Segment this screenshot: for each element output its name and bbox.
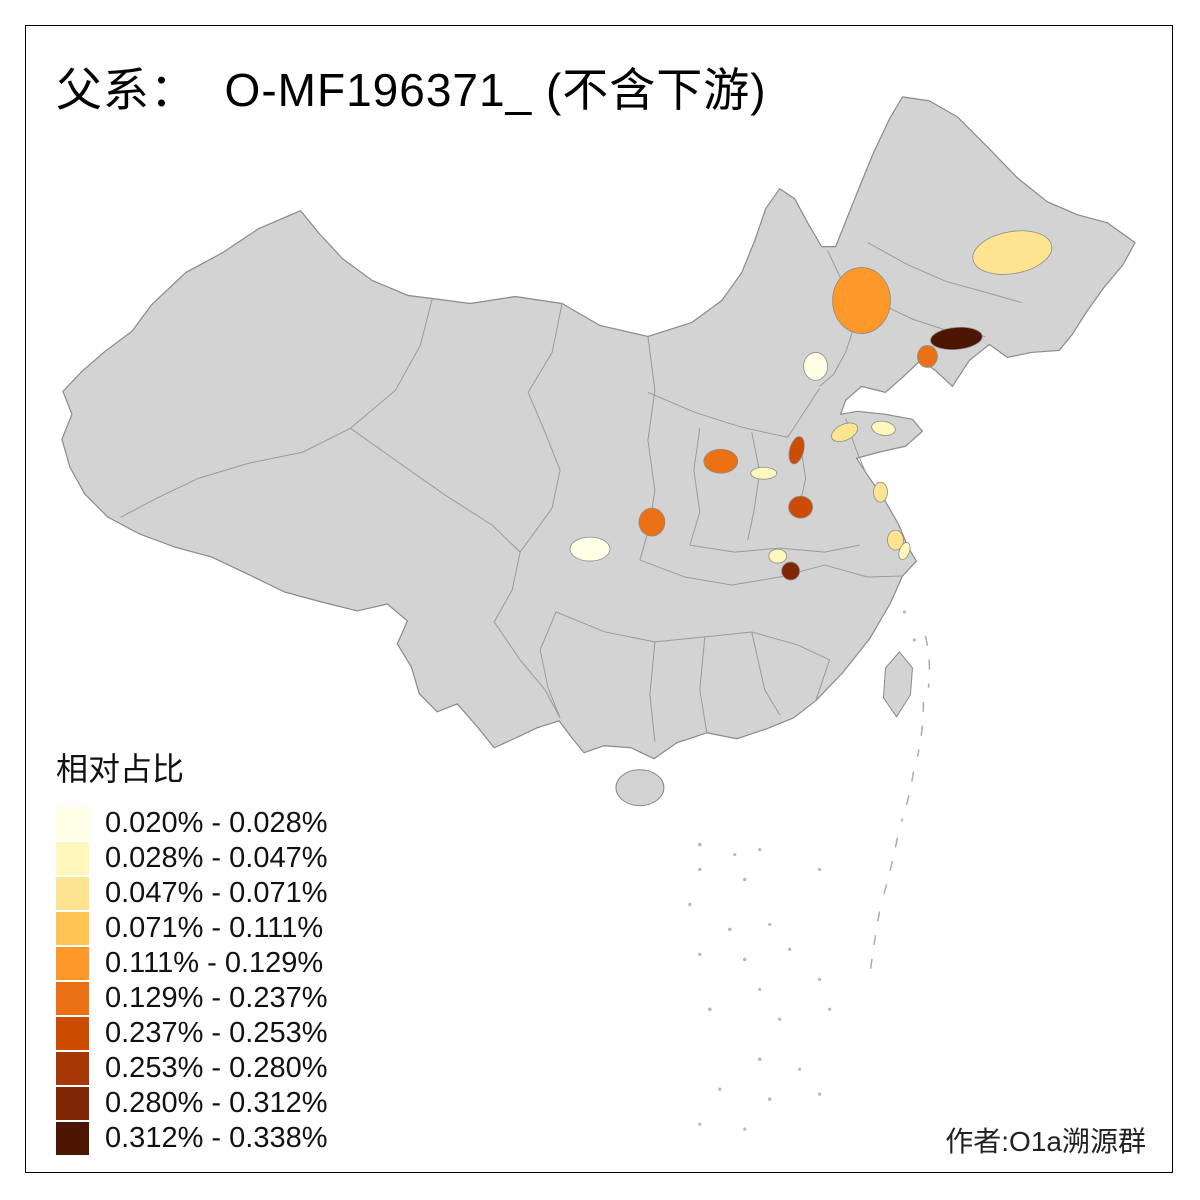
- highlight-region: [972, 230, 1053, 275]
- legend-label: 0.020% - 0.028%: [105, 806, 328, 839]
- legend-label: 0.071% - 0.111%: [105, 911, 324, 944]
- china-mainland: [61, 96, 1136, 760]
- highlight-region: [703, 448, 739, 474]
- south-china-sea-islands: [688, 610, 917, 1131]
- legend-rows: 0.020% - 0.028% 0.028% - 0.047% 0.047% - 0…: [56, 806, 327, 1155]
- legend-row: 0.020% - 0.028%: [56, 806, 327, 840]
- legend-label: 0.129% - 0.237%: [105, 981, 328, 1014]
- highlight-region: [750, 466, 778, 480]
- highlight-region: [781, 561, 801, 581]
- legend-row: 0.071% - 0.111%: [56, 911, 327, 945]
- legend-label: 0.253% - 0.280%: [105, 1051, 328, 1084]
- legend-row: 0.129% - 0.237%: [56, 981, 327, 1015]
- highlight-region: [930, 326, 983, 351]
- legend-row: 0.047% - 0.071%: [56, 876, 327, 910]
- legend-swatch: [56, 1121, 89, 1155]
- highlight-region: [887, 529, 904, 551]
- china-map: [61, 96, 1136, 1131]
- highlight-region: [803, 352, 829, 381]
- highlight-region: [788, 436, 805, 465]
- highlight-region: [873, 481, 888, 503]
- highlight-region: [832, 267, 891, 334]
- highlight-region: [569, 536, 611, 562]
- legend-row: 0.280% - 0.312%: [56, 1086, 327, 1120]
- legend-row: 0.312% - 0.338%: [56, 1121, 327, 1155]
- highlighted-prefectures: [569, 230, 1053, 581]
- highlight-region: [898, 542, 911, 561]
- legend-row: 0.237% - 0.253%: [56, 1016, 327, 1050]
- legend-row: 0.028% - 0.047%: [56, 841, 327, 875]
- highlight-region: [831, 422, 859, 443]
- hainan-island: [615, 769, 665, 807]
- legend-swatch: [56, 1016, 89, 1050]
- legend-label: 0.280% - 0.312%: [105, 1086, 328, 1119]
- legend-row: 0.111% - 0.129%: [56, 946, 327, 980]
- author-credit: 作者:O1a溯源群: [945, 1126, 1146, 1157]
- legend-label: 0.111% - 0.129%: [105, 946, 324, 979]
- legend: 相对占比 0.020% - 0.028% 0.028% - 0.047% 0.047…: [56, 744, 327, 1156]
- dash-line: [868, 635, 931, 978]
- legend-label: 0.047% - 0.071%: [105, 876, 328, 909]
- highlight-region: [638, 507, 666, 537]
- map-title: 父系： O-MF196371_ (不含下游): [56, 64, 767, 116]
- legend-label: 0.312% - 0.338%: [105, 1121, 328, 1154]
- taiwan-island: [882, 651, 913, 718]
- highlight-region: [917, 345, 938, 368]
- legend-swatch: [56, 946, 89, 980]
- highlight-region: [788, 495, 814, 519]
- highlight-region: [768, 548, 788, 564]
- highlight-region: [871, 420, 896, 436]
- legend-swatch: [56, 876, 89, 910]
- legend-label: 0.028% - 0.047%: [105, 841, 328, 874]
- plot-frame: 父系： O-MF196371_ (不含下游) 相对占比 0.020% - 0.0…: [25, 25, 1173, 1173]
- legend-title: 相对占比: [56, 751, 185, 787]
- legend-row: 0.253% - 0.280%: [56, 1051, 327, 1085]
- legend-swatch: [56, 1086, 89, 1120]
- legend-swatch: [56, 981, 89, 1015]
- legend-swatch: [56, 806, 89, 840]
- legend-swatch: [56, 1051, 89, 1085]
- legend-swatch: [56, 841, 89, 875]
- legend-swatch: [56, 911, 89, 945]
- legend-label: 0.237% - 0.253%: [105, 1016, 328, 1049]
